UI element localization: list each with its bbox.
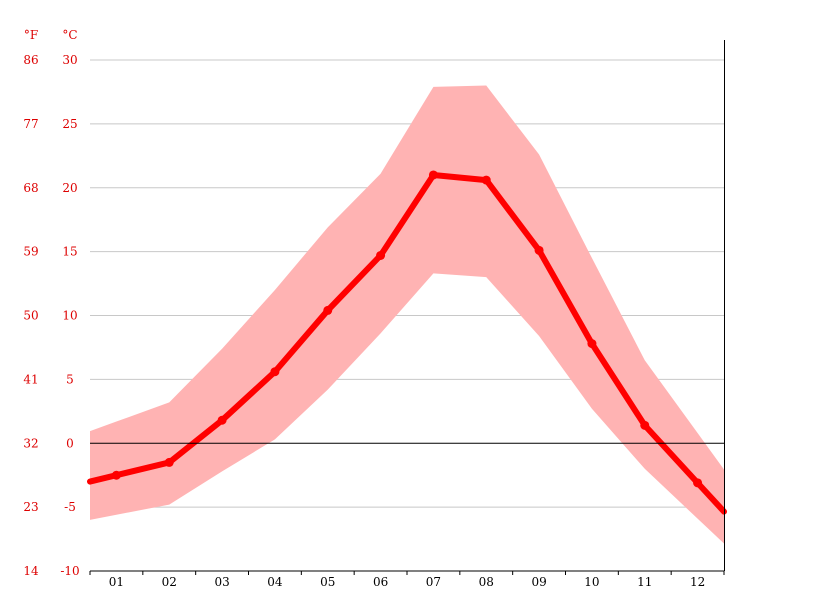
line-layer <box>87 171 727 515</box>
x-tick-label: 01 <box>109 575 124 589</box>
y-tick-celsius: 5 <box>66 372 74 386</box>
data-point <box>217 415 227 425</box>
y-tick-celsius: 25 <box>62 117 77 131</box>
axis-layer: 86 30 77 25 68 20 59 15 50 10 41 5 32 0 23 -5 14 -10 01 02 0… <box>23 40 725 589</box>
x-tick-label: 10 <box>584 575 599 589</box>
data-point <box>376 250 386 260</box>
data-point <box>270 367 280 377</box>
celsius-axis-unit: °C <box>62 28 77 42</box>
y-tick-celsius: 0 <box>66 436 74 450</box>
x-tick-label: 03 <box>214 575 229 589</box>
temperature-range-band <box>90 85 724 544</box>
data-point <box>428 170 438 180</box>
fahrenheit-axis-unit: °F <box>24 28 38 42</box>
data-point <box>164 457 174 467</box>
y-tick-fahrenheit: 77 <box>23 117 38 131</box>
data-point <box>323 305 333 315</box>
data-point <box>481 175 491 185</box>
y-tick-celsius: -5 <box>64 500 76 514</box>
data-point <box>693 478 703 488</box>
x-tick-label: 02 <box>162 575 177 589</box>
y-tick-fahrenheit: 59 <box>23 245 38 259</box>
x-tick-label: 11 <box>637 575 652 589</box>
y-tick-celsius: 30 <box>62 53 77 67</box>
data-point <box>640 420 650 430</box>
y-tick-fahrenheit: 23 <box>23 500 38 514</box>
y-tick-celsius: -10 <box>60 564 79 578</box>
y-tick-fahrenheit: 50 <box>23 309 38 323</box>
data-point <box>111 470 121 480</box>
y-tick-fahrenheit: 68 <box>23 181 38 195</box>
y-tick-celsius: 10 <box>62 309 77 323</box>
y-tick-fahrenheit: 86 <box>23 53 38 67</box>
x-tick-label: 09 <box>531 575 546 589</box>
y-tick-fahrenheit: 14 <box>23 564 39 578</box>
y-tick-fahrenheit: 41 <box>23 372 38 386</box>
y-tick-fahrenheit: 32 <box>23 436 38 450</box>
data-point <box>534 245 544 255</box>
average-temperature-line <box>87 171 727 515</box>
data-point <box>587 339 597 349</box>
x-tick-label: 04 <box>267 575 283 589</box>
x-tick-label: 06 <box>373 575 388 589</box>
x-tick-label: 12 <box>690 575 705 589</box>
points-layer <box>111 170 703 488</box>
x-tick-label: 05 <box>320 575 335 589</box>
band-layer <box>90 85 724 544</box>
y-tick-celsius: 20 <box>62 181 77 195</box>
y-tick-celsius: 15 <box>62 245 77 259</box>
x-tick-label: 07 <box>426 575 441 589</box>
x-tick-label: 08 <box>479 575 494 589</box>
